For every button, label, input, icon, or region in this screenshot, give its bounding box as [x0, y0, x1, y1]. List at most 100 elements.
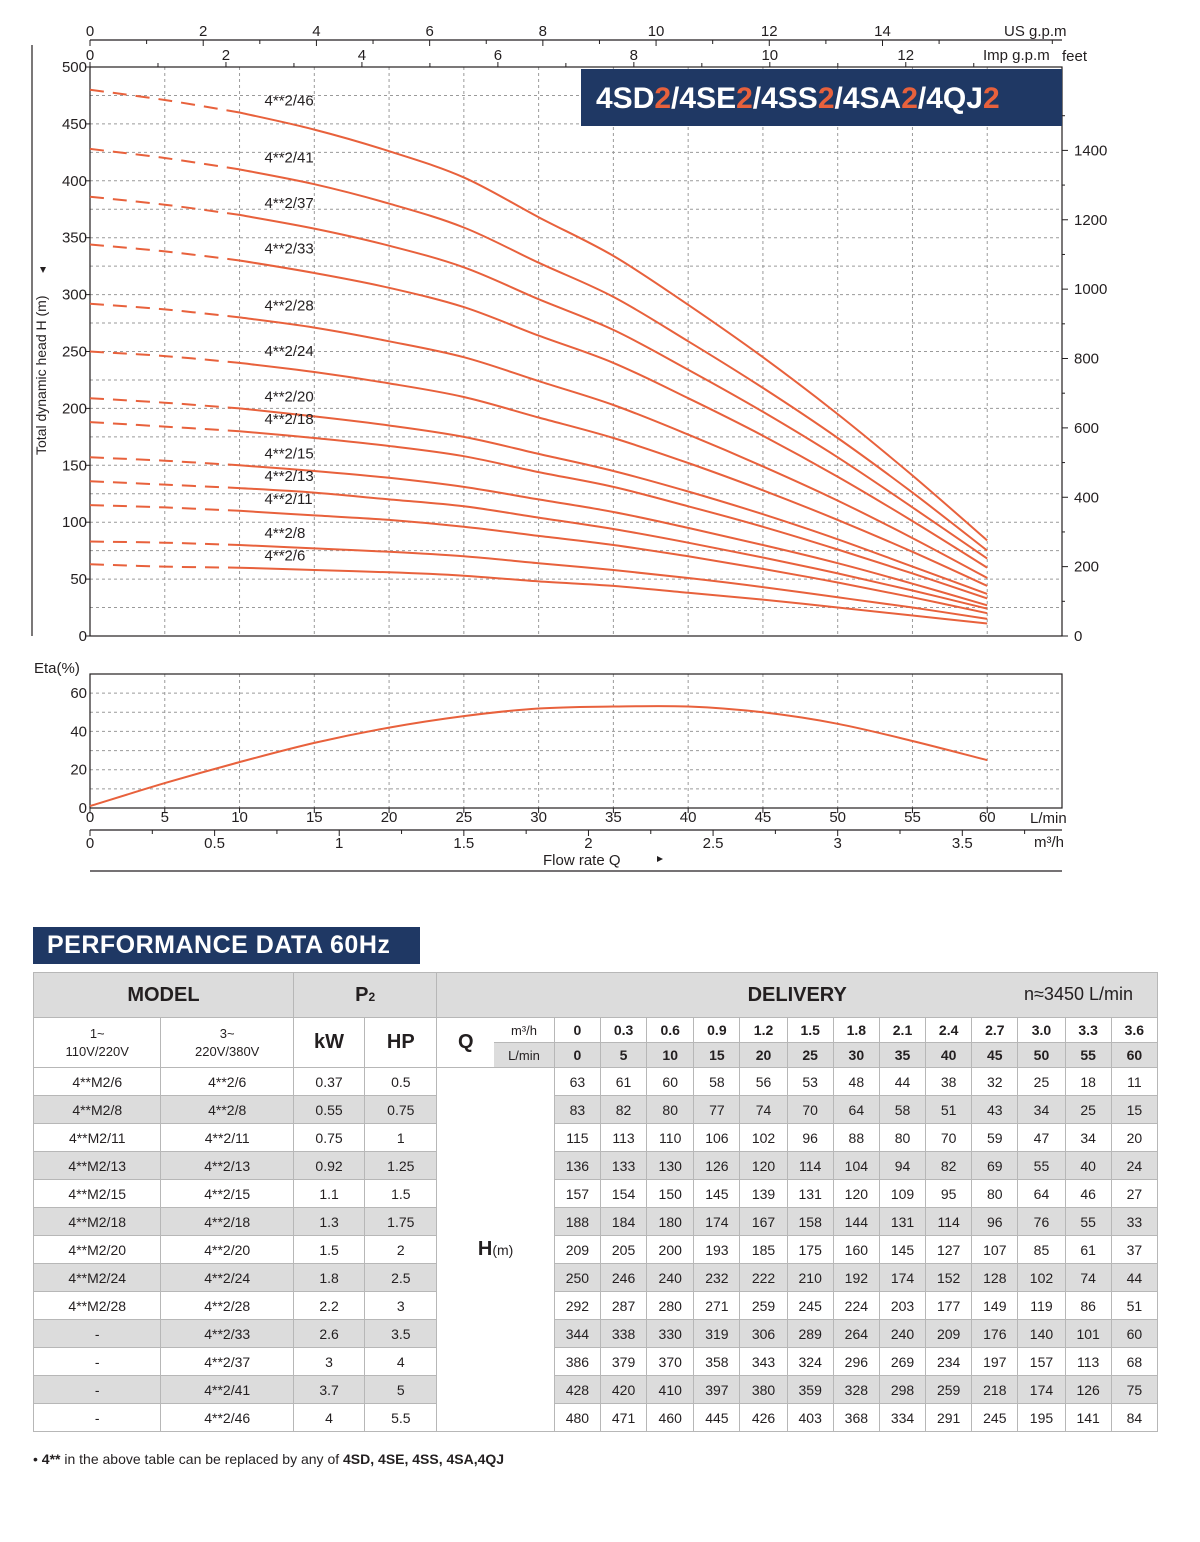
y-tick-label: 150 [62, 457, 87, 474]
hp-value: 1.75 [364, 1207, 438, 1236]
x-top-tick-label: 10 [648, 23, 665, 40]
three-phase-model: 4**2/20 [160, 1235, 294, 1264]
y2-tick-label: 200 [1074, 559, 1099, 576]
head-value: 192 [832, 1263, 880, 1292]
q-lmin-value: 5 [599, 1042, 648, 1068]
x-top-tick-label: 12 [761, 23, 778, 40]
series-label: 4**2/15 [265, 445, 314, 462]
head-value: 96 [971, 1207, 1019, 1236]
x-tick-label: 40 [680, 809, 697, 826]
x-top2-tick-label: 4 [358, 47, 366, 64]
hp-value: 0.5 [364, 1067, 438, 1096]
axis-arrow-icon [657, 856, 663, 862]
head-value: 289 [786, 1319, 834, 1348]
table-row: 4**M2/20 4**2/20 1.5 2 209 205 200 193 185 175 160… [32, 1235, 1159, 1264]
head-value: 174 [1017, 1375, 1066, 1404]
head-value: 86 [1064, 1291, 1112, 1320]
head-value: 269 [878, 1347, 927, 1376]
table-row: 4**M2/28 4**2/28 2.2 3 292 287 280 271 259 245 224… [32, 1291, 1159, 1320]
lmin-unit: L/min [494, 1042, 555, 1068]
x-tick-label: 5 [161, 809, 169, 826]
x2-tick-label: 3 [834, 835, 842, 852]
head-value: 77 [693, 1095, 741, 1124]
head-value: 25 [1017, 1067, 1066, 1096]
x-top2-tick-label: 10 [761, 47, 778, 64]
q-lmin-value: 45 [971, 1042, 1019, 1068]
three-phase-model: 4**2/37 [160, 1347, 294, 1376]
model-header: MODEL [33, 972, 294, 1018]
head-value: 344 [553, 1319, 601, 1348]
three-phase-model: 4**2/46 [160, 1403, 294, 1432]
head-value: 75 [1110, 1375, 1159, 1404]
head-value: 15 [1110, 1095, 1159, 1124]
eta-tick-label: 60 [70, 685, 87, 702]
head-value: 271 [693, 1291, 741, 1320]
head-value: 85 [1017, 1235, 1066, 1264]
eta-plot-frame [89, 673, 1063, 809]
head-value: 114 [925, 1207, 973, 1236]
single-phase-model: 4**M2/13 [32, 1151, 162, 1180]
head-value: 420 [599, 1375, 648, 1404]
head-value: 80 [646, 1095, 695, 1124]
head-value: 287 [599, 1291, 648, 1320]
head-value: 82 [599, 1095, 648, 1124]
head-value: 11 [1110, 1067, 1159, 1096]
head-value: 55 [1017, 1151, 1066, 1180]
performance-table: MODEL P2 DELIVERY n≈3450 L/min 1~ 110V/2… [32, 972, 1159, 1432]
head-value: 68 [1110, 1347, 1159, 1376]
head-value: 319 [693, 1319, 741, 1348]
head-curve-dashed [89, 302, 240, 319]
single-phase-model: 4**M2/6 [32, 1067, 162, 1096]
kw-value: 4 [292, 1403, 366, 1432]
head-value: 174 [693, 1207, 741, 1236]
three-phase-header: 3~ 220V/380V [160, 1017, 294, 1068]
head-value: 224 [832, 1291, 880, 1320]
head-value: 368 [832, 1403, 880, 1432]
q-lmin-value: 15 [693, 1042, 741, 1068]
head-value: 80 [971, 1179, 1019, 1208]
three-phase-model: 4**2/11 [160, 1123, 294, 1152]
y2-tick-label: 600 [1074, 420, 1099, 437]
head-value: 410 [646, 1375, 695, 1404]
x2-tick-label: 1 [335, 835, 343, 852]
series-label: 4**2/46 [265, 93, 314, 110]
head-value: 386 [553, 1347, 601, 1376]
x-tick-label: 35 [605, 809, 622, 826]
head-value: 184 [599, 1207, 648, 1236]
x-tick-label: 60 [979, 809, 996, 826]
q-m3h-value: 0.6 [646, 1017, 695, 1043]
single-phase-model: - [32, 1319, 162, 1348]
head-value: 74 [1064, 1263, 1112, 1292]
head-curve [239, 509, 988, 615]
table-row: 4**M2/18 4**2/18 1.3 1.75 188 184 180 174 167 158… [32, 1207, 1159, 1236]
table-row: -4**2/33 2.6 3.5 344 338 330 319 306 289 264 240 20… [32, 1319, 1159, 1348]
head-value: 109 [878, 1179, 927, 1208]
head-value: 104 [832, 1151, 880, 1180]
table-row: 4**M2/8 4**2/8 0.55 0.75 83 82 80 77 74 70 64 58 51 4… [32, 1095, 1159, 1124]
performance-rows: 4**M2/6 4**2/6 0.37 0.5 H(m) 63 61 60 58 56 53 48 44… [32, 1067, 1159, 1432]
x2-tick-label: 2 [584, 835, 592, 852]
head-value: 80 [878, 1123, 927, 1152]
head-value: 95 [925, 1179, 973, 1208]
head-value: 113 [1064, 1347, 1112, 1376]
head-value: 197 [971, 1347, 1019, 1376]
head-value: 209 [925, 1319, 973, 1348]
head-value: 240 [646, 1263, 695, 1292]
head-value: 330 [646, 1319, 695, 1348]
title-background [581, 69, 1062, 126]
head-value: 55 [1064, 1207, 1112, 1236]
q-m3h-value: 1.8 [832, 1017, 880, 1043]
head-value: 403 [786, 1403, 834, 1432]
kw-value: 2.2 [292, 1291, 366, 1320]
table-row: -4**2/46 4 5.5 480 471 460 445 426 403 368 334 291 2… [32, 1403, 1159, 1432]
head-value: 306 [739, 1319, 788, 1348]
head-value: 37 [1110, 1235, 1159, 1264]
kw-header: kW [292, 1017, 366, 1068]
kw-value: 0.92 [292, 1151, 366, 1180]
head-value: 51 [1110, 1291, 1159, 1320]
three-phase-model: 4**2/33 [160, 1319, 294, 1348]
head-value: 120 [739, 1151, 788, 1180]
y-tick-label: 500 [62, 59, 87, 76]
kw-value: 2.6 [292, 1319, 366, 1348]
single-phase-header: 1~ 110V/220V [32, 1017, 162, 1068]
